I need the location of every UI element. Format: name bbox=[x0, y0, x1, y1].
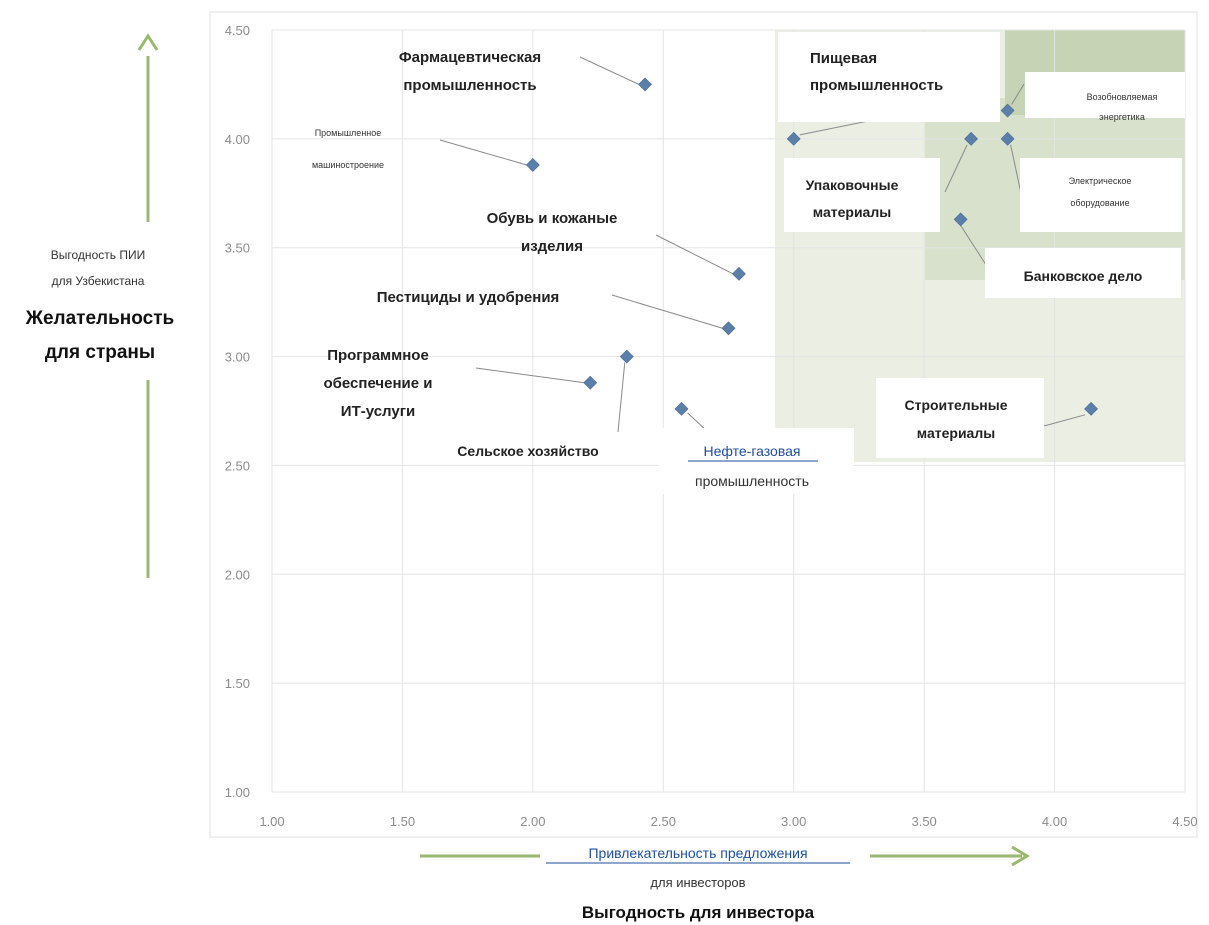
y-tick-label: 3.00 bbox=[225, 350, 250, 365]
label-footwear: изделия bbox=[521, 238, 583, 255]
label-packaging: материалы bbox=[813, 204, 891, 220]
label-machinery: Промышленное bbox=[315, 128, 382, 138]
y-tick-label: 4.50 bbox=[225, 23, 250, 38]
label-box bbox=[1020, 158, 1182, 232]
label-pharma: промышленность bbox=[403, 77, 536, 94]
data-point bbox=[583, 375, 598, 390]
leader-line bbox=[617, 362, 626, 433]
y-tick-label: 1.00 bbox=[225, 785, 250, 800]
label-pharma: Фармацевтическая bbox=[399, 49, 541, 66]
label-electrical: Электрическое bbox=[1069, 176, 1132, 186]
data-points bbox=[525, 77, 1099, 416]
label-software: ИТ-услуги bbox=[341, 403, 415, 420]
data-point bbox=[1000, 103, 1015, 118]
x-tick-label: 2.50 bbox=[651, 814, 676, 829]
y-axis-title: Желательность bbox=[25, 308, 174, 329]
label-footwear: Обувь и кожаные bbox=[487, 210, 618, 227]
x-tick-label: 4.50 bbox=[1172, 814, 1197, 829]
leader-line bbox=[944, 144, 968, 193]
data-point bbox=[964, 131, 979, 146]
x-arrowhead bbox=[1011, 845, 1030, 867]
label-box bbox=[778, 32, 1000, 122]
label-boxes bbox=[658, 32, 1185, 494]
label-box bbox=[876, 378, 1044, 458]
x-axis-label: для инвесторов bbox=[650, 875, 745, 890]
label-oilgas: Нефте-газовая bbox=[704, 443, 801, 459]
tick-labels: 1.00 1.50 2.00 2.50 3.00 3.50 4.00 4.50 1.00 1.50… bbox=[225, 23, 1198, 829]
x-tick-label: 3.50 bbox=[911, 814, 936, 829]
data-point bbox=[721, 321, 736, 336]
label-food: Пищевая bbox=[810, 50, 877, 67]
data-point bbox=[953, 212, 968, 227]
label-pesticides: Пестициды и удобрения bbox=[377, 289, 560, 306]
x-tick-label: 3.00 bbox=[781, 814, 806, 829]
data-point bbox=[638, 77, 652, 92]
data-point bbox=[1000, 131, 1015, 146]
label-oilgas: промышленность bbox=[695, 473, 809, 489]
y-axis-title: для страны bbox=[45, 342, 155, 363]
gridlines bbox=[209, 11, 1198, 838]
label-renewable: Возобновляемая bbox=[1087, 92, 1158, 102]
data-point bbox=[1084, 401, 1099, 416]
x-tick-label: 1.00 bbox=[259, 814, 284, 829]
label-electrical: оборудование bbox=[1070, 198, 1129, 208]
y-tick-label: 3.50 bbox=[225, 241, 250, 256]
data-point bbox=[674, 401, 689, 416]
label-banking: Банковское дело bbox=[1024, 268, 1143, 284]
y-arrowhead bbox=[137, 33, 159, 51]
axis-titles: Выгодность ПИИ для Узбекистана Желательнос… bbox=[25, 33, 1030, 922]
label-software: Программное bbox=[327, 347, 429, 364]
y-axis-label: для Узбекистана bbox=[52, 274, 145, 288]
label-machinery: машиностроение bbox=[312, 160, 384, 170]
x-tick-label: 1.50 bbox=[390, 814, 415, 829]
x-tick-label: 2.00 bbox=[520, 814, 545, 829]
leader-line bbox=[1043, 414, 1086, 427]
y-tick-label: 4.00 bbox=[225, 132, 250, 147]
chart-frame bbox=[209, 11, 1198, 838]
data-point bbox=[619, 349, 634, 364]
x-axis-label: Привлекательность предложения bbox=[588, 845, 807, 861]
leader-line bbox=[655, 234, 734, 275]
label-box bbox=[784, 158, 940, 232]
leader-line bbox=[1011, 83, 1025, 105]
y-tick-label: 2.50 bbox=[225, 458, 250, 473]
data-point bbox=[732, 266, 746, 281]
data-point bbox=[525, 158, 540, 172]
x-axis-title: Выгодность для инвестора bbox=[582, 903, 815, 922]
label-packaging: Упаковочные bbox=[806, 177, 899, 193]
label-renewable: энергетика bbox=[1099, 112, 1145, 122]
label-construction: материалы bbox=[917, 425, 995, 441]
leader-line bbox=[960, 225, 989, 269]
data-point bbox=[786, 131, 801, 146]
label-food: промышленность bbox=[810, 77, 943, 94]
label-box bbox=[1025, 72, 1185, 118]
y-tick-label: 2.00 bbox=[225, 567, 250, 582]
leader-line bbox=[579, 56, 640, 85]
point-labels: Фармацевтическая промышленность Промышленн… bbox=[312, 49, 1158, 489]
y-axis-label: Выгодность ПИИ bbox=[51, 248, 145, 262]
y-tick-label: 1.50 bbox=[225, 676, 250, 691]
leader-line bbox=[475, 367, 585, 384]
x-tick-label: 4.00 bbox=[1042, 814, 1067, 829]
leader-line bbox=[611, 294, 723, 329]
leader-lines bbox=[439, 56, 1086, 433]
label-agriculture: Сельское хозяйство bbox=[457, 443, 598, 459]
label-construction: Строительные bbox=[904, 397, 1007, 413]
leader-line bbox=[439, 139, 527, 166]
label-software: обеспечение и bbox=[323, 375, 432, 392]
label-box bbox=[985, 248, 1181, 298]
